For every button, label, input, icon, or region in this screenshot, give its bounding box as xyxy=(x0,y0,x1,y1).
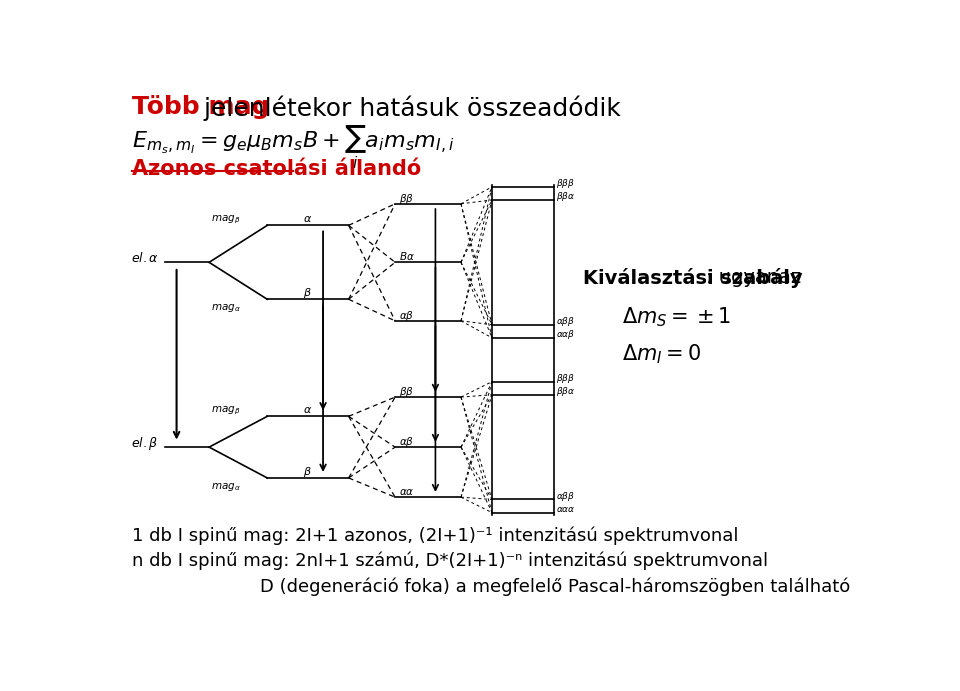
Text: $B\alpha$: $B\alpha$ xyxy=(399,250,415,262)
Text: $\beta\beta\alpha$: $\beta\beta\alpha$ xyxy=(557,190,576,203)
Text: $\alpha$: $\alpha$ xyxy=(303,405,312,415)
Text: $mag_\beta$: $mag_\beta$ xyxy=(211,214,241,227)
Text: Több mag: Több mag xyxy=(132,95,269,120)
Text: $\alpha\beta$: $\alpha\beta$ xyxy=(399,309,414,323)
Text: $\beta\beta\beta$: $\beta\beta\beta$ xyxy=(557,177,575,190)
Text: $\beta\beta\alpha$: $\beta\beta\alpha$ xyxy=(557,385,576,398)
Text: $\beta\beta$: $\beta\beta$ xyxy=(399,191,414,205)
Text: $\alpha\beta\beta$: $\alpha\beta\beta$ xyxy=(557,490,575,503)
Text: n db I spinű mag: 2nI+1 számú, D*(2I+1)⁻ⁿ intenzitású spektrumvonal: n db I spinű mag: 2nI+1 számú, D*(2I+1)⁻… xyxy=(132,552,768,570)
Text: Azonos csatolási állandó: Azonos csatolási állandó xyxy=(132,159,420,179)
Text: $\beta\beta\beta$: $\beta\beta\beta$ xyxy=(557,372,575,385)
Text: $\alpha$: $\alpha$ xyxy=(303,214,312,225)
Text: $E_{m_s,m_I} = g_e\mu_B m_s B + \sum_i a_i m_s m_{I,i}$: $E_{m_s,m_I} = g_e\mu_B m_s B + \sum_i a… xyxy=(132,124,454,171)
Text: $\alpha\beta$: $\alpha\beta$ xyxy=(399,435,414,449)
Text: $el.\beta$: $el.\beta$ xyxy=(131,435,158,452)
Text: $el.\alpha$: $el.\alpha$ xyxy=(131,252,158,265)
Text: $\alpha\alpha\beta$: $\alpha\alpha\beta$ xyxy=(557,328,576,341)
Text: $\alpha\beta\beta$: $\alpha\beta\beta$ xyxy=(557,315,575,328)
Text: 1 db I spinű mag: 2I+1 azonos, (2I+1)⁻¹ intenzitású spektrumvonal: 1 db I spinű mag: 2I+1 azonos, (2I+1)⁻¹ … xyxy=(132,527,738,545)
Text: $mag_\alpha$: $mag_\alpha$ xyxy=(211,302,241,314)
Text: $\alpha\alpha\alpha$: $\alpha\alpha\alpha$ xyxy=(557,505,576,514)
Text: $\beta\beta$: $\beta\beta$ xyxy=(399,385,414,399)
Text: $mag_\alpha$: $mag_\alpha$ xyxy=(211,481,241,493)
Text: $mag_\beta$: $mag_\beta$ xyxy=(211,405,241,417)
Text: D (degeneráció foka) a megfelelő Pascal-háromszögben található: D (degeneráció foka) a megfelelő Pascal-… xyxy=(259,577,850,596)
Text: : ugyanaz: : ugyanaz xyxy=(706,269,802,287)
Text: Kiválasztási szabály: Kiválasztási szabály xyxy=(584,269,804,288)
Text: $\Delta m_S = \pm 1$: $\Delta m_S = \pm 1$ xyxy=(622,305,732,329)
Text: $\alpha\alpha$: $\alpha\alpha$ xyxy=(399,487,415,497)
Text: $\beta$: $\beta$ xyxy=(303,286,312,300)
Text: $\Delta m_I = 0$: $\Delta m_I = 0$ xyxy=(622,343,701,366)
Text: $\beta$: $\beta$ xyxy=(303,465,312,479)
Text: jelenlétekor hatásuk összeadódik: jelenlétekor hatásuk összeadódik xyxy=(197,95,621,121)
